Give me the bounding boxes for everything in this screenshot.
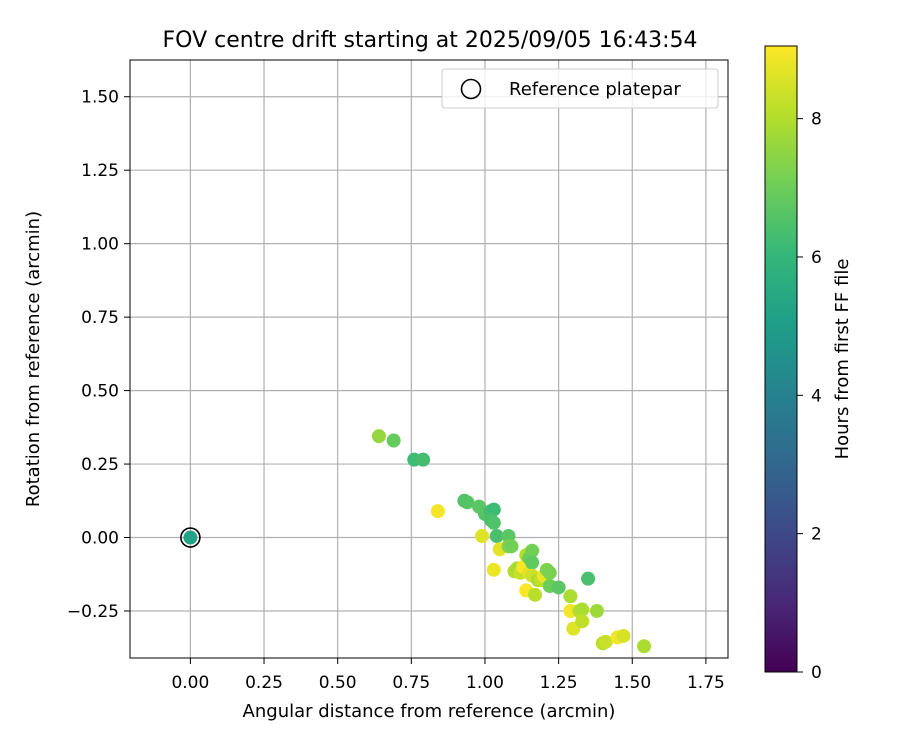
colorbar-tick-label: 6 xyxy=(811,248,822,268)
x-tick-label: 1.00 xyxy=(466,673,504,693)
data-point xyxy=(525,555,540,570)
reference-platepar-marker xyxy=(180,527,201,548)
data-point xyxy=(460,495,475,510)
x-tick-label: 0.00 xyxy=(171,673,209,693)
legend: Reference platepar xyxy=(441,68,719,109)
x-tick-label: 1.25 xyxy=(540,673,578,693)
legend-marker-icon xyxy=(460,78,482,100)
data-point xyxy=(489,529,504,544)
data-point xyxy=(637,639,652,654)
y-tick-label: 0.00 xyxy=(81,529,119,549)
data-point xyxy=(386,433,401,448)
data-point xyxy=(581,571,596,586)
y-tick-label: 1.50 xyxy=(81,88,119,108)
data-point xyxy=(575,602,590,617)
y-tick-label: 1.25 xyxy=(81,161,119,181)
y-tick-label: 0.25 xyxy=(81,455,119,475)
data-point xyxy=(486,562,501,577)
data-point xyxy=(430,504,445,519)
data-point xyxy=(504,539,519,554)
y-axis-ticks: −0.25 0.00 0.25 0.50 0.75 1.00 1.25 1.50 xyxy=(67,88,130,622)
data-point xyxy=(589,603,604,618)
data-point xyxy=(551,580,566,595)
data-point xyxy=(563,589,578,604)
x-tick-label: 0.25 xyxy=(245,673,283,693)
data-point xyxy=(542,565,557,580)
data-point xyxy=(616,628,631,643)
x-tick-label: 1.75 xyxy=(687,673,725,693)
data-point xyxy=(371,429,386,444)
x-tick-label: 0.75 xyxy=(392,673,430,693)
grid xyxy=(130,60,728,658)
x-axis-label: Angular distance from reference (arcmin) xyxy=(243,701,616,722)
data-point xyxy=(598,634,613,649)
plot-area-frame xyxy=(129,59,729,659)
x-tick-label: 1.50 xyxy=(613,673,651,693)
data-point xyxy=(525,543,540,558)
chart-title: FOV centre drift starting at 2025/09/05 … xyxy=(163,28,698,53)
colorbar: 0 2 4 6 8 Hours from first FF file xyxy=(764,45,853,683)
data-point xyxy=(475,529,490,544)
y-tick-label: 1.00 xyxy=(81,235,119,255)
colorbar-tick-label: 2 xyxy=(811,525,822,545)
colorbar-label: Hours from first FF file xyxy=(832,259,853,460)
data-point xyxy=(416,452,431,467)
colorbar-ticks: 0 2 4 6 8 xyxy=(797,110,822,683)
colorbar-tick-label: 8 xyxy=(811,110,822,130)
colorbar-tick-label: 4 xyxy=(811,386,822,406)
y-tick-label: 0.75 xyxy=(81,308,119,328)
legend-label: Reference platepar xyxy=(509,79,681,100)
x-axis-ticks: 0.00 0.25 0.50 0.75 1.00 1.25 1.50 1.75 xyxy=(171,658,725,693)
legend-box xyxy=(441,68,719,109)
colorbar-tick-label: 0 xyxy=(811,663,822,683)
data-points xyxy=(180,429,652,654)
x-tick-label: 0.50 xyxy=(319,673,357,693)
data-point xyxy=(575,614,590,629)
data-point xyxy=(486,515,501,530)
y-tick-label: 0.50 xyxy=(81,382,119,402)
data-point xyxy=(183,530,198,545)
y-axis-label: Rotation from reference (arcmin) xyxy=(23,211,44,507)
colorbar-gradient xyxy=(764,45,798,673)
data-point xyxy=(528,587,543,602)
y-tick-label: −0.25 xyxy=(67,602,119,622)
